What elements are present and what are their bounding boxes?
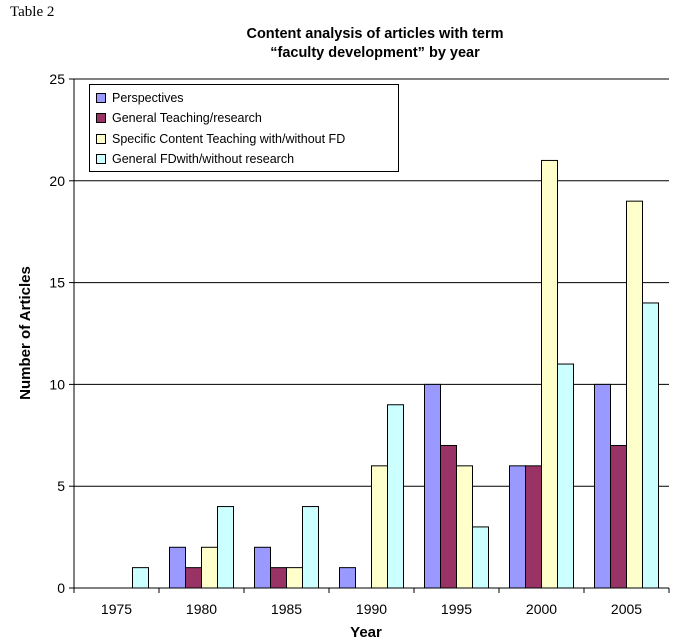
legend-label: Specific Content Teaching with/without F… xyxy=(112,132,346,146)
y-tick-label: 5 xyxy=(57,478,65,494)
legend-swatch-general-teaching xyxy=(96,113,106,123)
x-tick-label: 1990 xyxy=(356,601,387,617)
bar xyxy=(254,546,271,589)
legend: Perspectives General Teaching/research S… xyxy=(89,84,399,172)
y-tick-label: 25 xyxy=(49,71,65,87)
legend-item-perspectives: Perspectives xyxy=(96,90,184,106)
bar xyxy=(642,302,659,589)
bar xyxy=(387,404,404,589)
y-tick-label: 0 xyxy=(57,580,65,596)
bar xyxy=(286,567,303,589)
legend-swatch-perspectives xyxy=(96,93,106,103)
y-tick-label: 20 xyxy=(49,173,65,189)
bar xyxy=(472,526,489,589)
chart-title-line-1: Content analysis of articles with term xyxy=(246,26,504,42)
bar xyxy=(509,465,526,589)
bar xyxy=(440,444,457,589)
x-tick-label: 2005 xyxy=(611,601,642,617)
legend-swatch-specific-content xyxy=(96,134,106,144)
y-axis-label: Number of Articles xyxy=(17,266,34,400)
bar xyxy=(626,200,643,589)
x-tick-label: 2000 xyxy=(526,601,557,617)
bar xyxy=(302,506,319,589)
x-tick-label: 1975 xyxy=(101,601,132,617)
bar xyxy=(185,567,202,589)
page-label: Table 2 xyxy=(10,4,55,20)
bar xyxy=(525,465,542,589)
bar xyxy=(270,567,287,589)
y-tick-label: 15 xyxy=(49,275,65,291)
axes: 0 5 10 15 20 25 1975 1980 1985 1990 1995 2000 2005 xyxy=(49,71,670,617)
bar xyxy=(201,546,218,589)
legend-swatch-general-fd xyxy=(96,154,106,164)
legend-label: General Teaching/research xyxy=(112,111,262,125)
bars xyxy=(132,159,659,589)
y-tick-label: 10 xyxy=(49,376,65,392)
bar xyxy=(594,383,611,589)
bar xyxy=(169,546,186,589)
x-tick-label: 1985 xyxy=(271,601,302,617)
bar xyxy=(132,567,149,589)
x-axis-label: Year xyxy=(350,624,382,641)
bar xyxy=(456,465,473,589)
bar xyxy=(610,444,627,589)
bar xyxy=(424,383,441,589)
legend-label: Perspectives xyxy=(112,91,184,105)
bar xyxy=(371,465,388,589)
x-tick-label: 1980 xyxy=(186,601,217,617)
bar xyxy=(541,159,558,589)
bar xyxy=(557,363,574,589)
legend-item-general-teaching: General Teaching/research xyxy=(96,110,262,126)
bar xyxy=(217,506,234,589)
legend-label: General FDwith/without research xyxy=(112,152,295,166)
bar xyxy=(339,567,356,589)
legend-item-specific-content: Specific Content Teaching with/without F… xyxy=(96,131,345,147)
chart-title-line-2: “faculty development” by year xyxy=(270,45,480,61)
x-tick-label: 1995 xyxy=(441,601,472,617)
legend-item-general-fd: General FDwith/without research xyxy=(96,151,294,167)
